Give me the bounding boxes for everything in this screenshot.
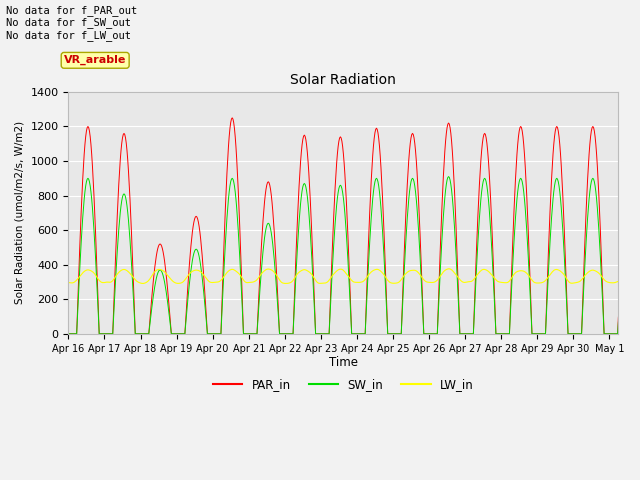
Y-axis label: Solar Radiation (umol/m2/s, W/m2): Solar Radiation (umol/m2/s, W/m2)	[15, 121, 25, 304]
X-axis label: Time: Time	[329, 356, 358, 369]
Text: VR_arable: VR_arable	[64, 55, 126, 65]
Legend: PAR_in, SW_in, LW_in: PAR_in, SW_in, LW_in	[208, 373, 479, 396]
Title: Solar Radiation: Solar Radiation	[291, 72, 396, 86]
Text: No data for f_PAR_out
No data for f_SW_out
No data for f_LW_out: No data for f_PAR_out No data for f_SW_o…	[6, 5, 138, 41]
